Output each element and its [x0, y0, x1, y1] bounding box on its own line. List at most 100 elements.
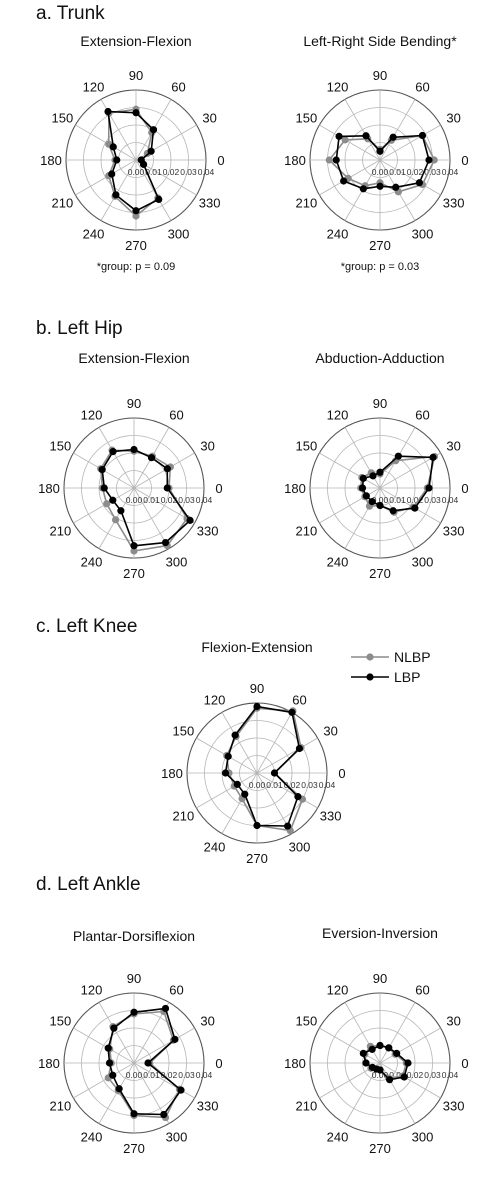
grid-spoke	[256, 772, 318, 809]
grid-spoke	[379, 1062, 441, 1099]
data-point-lbp	[376, 1041, 384, 1050]
data-point-lbp	[231, 731, 239, 739]
data-point-lbp	[161, 538, 170, 547]
grid-spoke	[344, 487, 381, 549]
angle-tick-label: 30	[202, 111, 216, 126]
data-point-lbp	[418, 131, 427, 140]
grid-spoke	[256, 712, 293, 774]
grid-spoke	[319, 124, 381, 161]
angle-tick-label: 180	[284, 1056, 306, 1071]
data-point-lbp	[288, 708, 296, 716]
polar-chart-2: Extension-Flexion 0 30 60 90 120 150 180 210 240 2…	[38, 350, 222, 581]
legend-label: LBP	[394, 669, 420, 685]
angle-tick-label: 330	[443, 196, 465, 211]
data-point-nlbp	[325, 156, 333, 164]
radial-tick-label: 0.02	[161, 495, 178, 505]
radial-tick-label: 0.01	[143, 1070, 160, 1080]
data-point-lbp	[105, 1059, 114, 1067]
angle-tick-label: 150	[173, 724, 195, 739]
legend-marker	[366, 673, 374, 681]
polar-chart-4: Flexion-Extension 0 30 60 90 120 150 180 210 240 2…	[161, 639, 345, 866]
data-point-lbp	[400, 1073, 408, 1081]
grid-spoke	[379, 1027, 441, 1064]
angle-tick-label: 90	[373, 971, 387, 986]
chart-title: Extension-Flexion	[80, 33, 191, 49]
data-point-lbp	[389, 133, 397, 141]
grid-spoke	[319, 452, 381, 489]
data-point-lbp	[270, 769, 279, 777]
radial-tick-label: 0.00	[372, 1070, 389, 1080]
grid-spoke	[344, 99, 381, 161]
angle-tick-label: 120	[204, 692, 226, 707]
data-point-lbp	[253, 702, 261, 711]
angle-tick-label: 270	[369, 238, 391, 253]
radial-tick-label: 0.03	[424, 167, 441, 177]
angle-tick-label: 60	[415, 407, 429, 422]
grid-spoke	[379, 487, 416, 549]
angle-tick-label: 270	[246, 851, 268, 866]
data-point-lbp	[392, 183, 400, 191]
data-point-lbp	[415, 179, 424, 187]
section-title-left-hip: b. Left Hip	[36, 318, 123, 339]
angle-tick-label: 180	[161, 766, 183, 781]
angle-tick-label: 120	[83, 79, 105, 94]
angle-tick-label: 210	[52, 196, 74, 211]
angle-tick-label: 300	[289, 840, 311, 855]
angle-tick-label: 150	[50, 1014, 72, 1029]
angle-tick-label: 0	[215, 1056, 222, 1071]
data-point-lbp	[132, 207, 140, 215]
grid-spoke	[379, 1002, 416, 1064]
data-point-lbp	[404, 1059, 412, 1067]
data-point-lbp	[385, 1044, 393, 1052]
radial-tick-label: 0.00	[372, 167, 389, 177]
data-point-lbp	[362, 1059, 370, 1067]
data-point-lbp	[394, 452, 402, 460]
data-point-lbp	[130, 542, 138, 550]
data-point-lbp	[362, 132, 370, 140]
angle-tick-label: 90	[127, 971, 141, 986]
radial-tick-label: 0.03	[180, 167, 197, 177]
data-point-lbp	[177, 1086, 185, 1094]
angle-tick-label: 270	[369, 566, 391, 581]
data-point-lbp	[221, 769, 230, 777]
grid-spoke	[319, 487, 381, 524]
data-point-lbp	[294, 793, 302, 801]
data-point-lbp	[186, 516, 194, 524]
radial-tick-label: 0.04	[198, 167, 215, 177]
angle-tick-label: 330	[443, 524, 465, 539]
data-point-lbp	[425, 484, 433, 492]
data-point-lbp	[295, 744, 304, 753]
data-point-lbp	[284, 822, 292, 830]
radial-tick-label: 0.00	[126, 1070, 143, 1080]
radial-tick-label: 0.04	[442, 1070, 459, 1080]
data-point-nlbp	[130, 547, 138, 555]
data-point-lbp	[147, 147, 155, 155]
radial-tick-label: 0.00	[372, 495, 389, 505]
chart-title: Left-Right Side Bending*	[303, 33, 457, 49]
radial-tick-label: 0.01	[389, 495, 406, 505]
data-point-lbp	[429, 453, 437, 461]
data-point-lbp	[109, 448, 117, 456]
radial-tick-label: 0.04	[196, 1070, 213, 1080]
data-point-lbp	[376, 182, 384, 190]
angle-tick-label: 180	[38, 1056, 60, 1071]
data-point-lbp	[149, 126, 158, 134]
data-point-lbp	[393, 1049, 401, 1057]
angle-tick-label: 0	[461, 481, 468, 496]
angle-tick-label: 300	[412, 227, 434, 242]
data-point-lbp	[335, 132, 343, 140]
angle-tick-label: 60	[292, 692, 306, 707]
angle-tick-label: 330	[199, 196, 221, 211]
radial-tick-label: 0.00	[126, 495, 143, 505]
grid-spoke	[344, 1062, 381, 1124]
data-point-lbp	[368, 1045, 376, 1053]
radial-tick-label: 0.01	[143, 495, 160, 505]
angle-tick-label: 180	[40, 153, 62, 168]
radial-tick-label: 0.02	[163, 167, 180, 177]
data-point-lbp	[130, 1008, 138, 1016]
angle-tick-label: 270	[123, 566, 145, 581]
data-point-lbp	[132, 109, 140, 117]
data-point-lbp	[233, 780, 241, 788]
grid-spoke	[133, 1062, 195, 1099]
radial-tick-label: 0.01	[145, 167, 162, 177]
